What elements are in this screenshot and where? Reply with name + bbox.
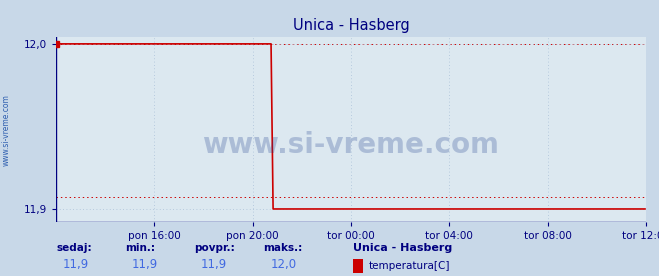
Text: 11,9: 11,9	[63, 258, 89, 271]
Text: povpr.:: povpr.:	[194, 243, 235, 253]
Title: Unica - Hasberg: Unica - Hasberg	[293, 18, 409, 33]
Text: www.si-vreme.com: www.si-vreme.com	[2, 94, 11, 166]
Text: 11,9: 11,9	[132, 258, 158, 271]
Text: Unica - Hasberg: Unica - Hasberg	[353, 243, 452, 253]
Text: min.:: min.:	[125, 243, 156, 253]
Text: 11,9: 11,9	[201, 258, 227, 271]
Text: www.si-vreme.com: www.si-vreme.com	[202, 131, 500, 158]
Text: sedaj:: sedaj:	[56, 243, 92, 253]
Text: 12,0: 12,0	[270, 258, 297, 271]
Text: maks.:: maks.:	[264, 243, 303, 253]
Text: temperatura[C]: temperatura[C]	[369, 261, 451, 271]
